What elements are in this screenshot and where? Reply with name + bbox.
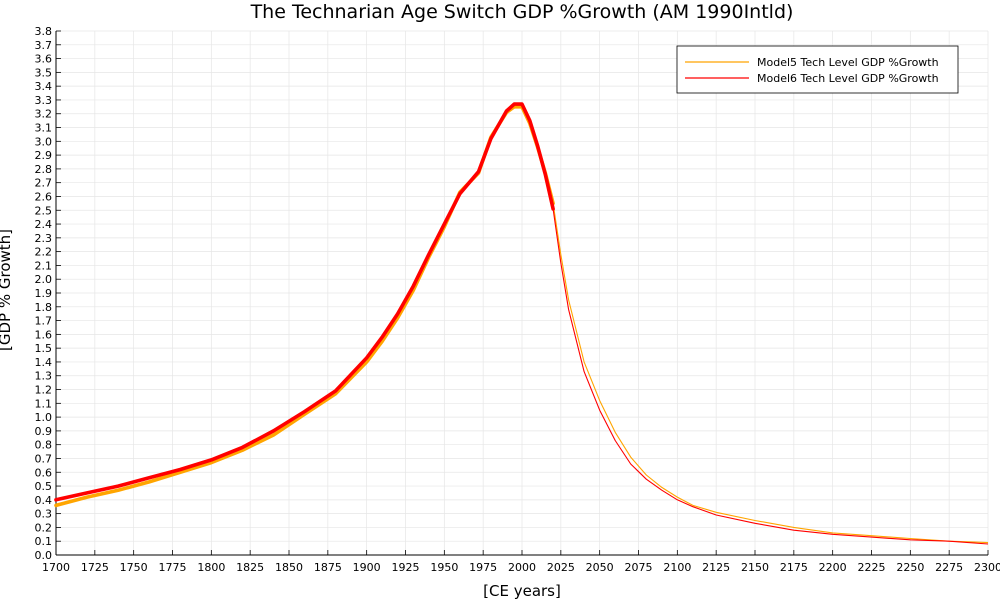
- y-tick-label: 2.4: [35, 218, 53, 231]
- y-tick-label: 1.3: [35, 370, 53, 383]
- y-tick-label: 0.7: [35, 452, 53, 465]
- x-tick-label: 1750: [120, 561, 148, 574]
- y-axis-ticks: 0.00.10.20.30.40.50.60.70.80.91.01.11.21…: [35, 25, 61, 562]
- x-axis-label: [CE years]: [483, 582, 561, 600]
- x-tick-label: 1850: [275, 561, 303, 574]
- legend-label-2: Model6 Tech Level GDP %Growth: [757, 72, 939, 85]
- x-tick-label: 1825: [236, 561, 264, 574]
- y-tick-label: 0.5: [35, 480, 53, 493]
- y-tick-label: 3.0: [35, 135, 53, 148]
- x-tick-label: 2275: [935, 561, 963, 574]
- y-tick-label: 3.2: [35, 108, 53, 121]
- x-tick-label: 2100: [663, 561, 691, 574]
- x-tick-label: 1700: [42, 561, 70, 574]
- y-tick-label: 0.1: [35, 535, 53, 548]
- x-tick-label: 2250: [896, 561, 924, 574]
- y-tick-label: 0.2: [35, 521, 53, 534]
- legend-box: [676, 45, 959, 94]
- y-tick-label: 1.8: [35, 301, 53, 314]
- y-tick-label: 1.0: [35, 411, 53, 424]
- legend-label-1: Model5 Tech Level GDP %Growth: [757, 56, 939, 69]
- x-tick-label: 2050: [586, 561, 614, 574]
- x-tick-label: 2075: [625, 561, 653, 574]
- y-tick-label: 1.4: [35, 356, 53, 369]
- y-tick-label: 2.8: [35, 163, 53, 176]
- y-tick-label: 1.5: [35, 342, 53, 355]
- y-tick-label: 2.2: [35, 246, 53, 259]
- y-tick-label: 3.1: [35, 122, 53, 135]
- x-tick-label: 2125: [702, 561, 730, 574]
- y-tick-label: 3.7: [35, 39, 53, 52]
- y-tick-label: 3.6: [35, 53, 53, 66]
- y-tick-label: 3.3: [35, 94, 53, 107]
- y-tick-label: 1.6: [35, 328, 53, 341]
- y-tick-label: 2.7: [35, 177, 53, 190]
- y-tick-label: 2.5: [35, 204, 53, 217]
- x-tick-label: 2200: [819, 561, 847, 574]
- x-tick-label: 1925: [392, 561, 420, 574]
- y-tick-label: 2.0: [35, 273, 53, 286]
- y-tick-label: 1.9: [35, 287, 53, 300]
- x-tick-label: 1775: [159, 561, 187, 574]
- legend: Model5 Tech Level GDP %Growth Model6 Tech…: [676, 45, 959, 94]
- y-tick-label: 1.7: [35, 315, 53, 328]
- x-tick-label: 1900: [353, 561, 381, 574]
- x-tick-label: 1875: [314, 561, 342, 574]
- x-tick-label: 1800: [197, 561, 225, 574]
- x-tick-label: 2300: [974, 561, 1000, 574]
- y-tick-label: 2.3: [35, 232, 53, 245]
- y-tick-label: 2.9: [35, 149, 53, 162]
- y-tick-label: 0.0: [35, 549, 53, 562]
- x-tick-label: 2025: [547, 561, 575, 574]
- x-tick-label: 2225: [858, 561, 886, 574]
- y-tick-label: 0.6: [35, 466, 53, 479]
- x-axis-ticks: 1700 1725 1750 1775 1800 1825 1850 1875 1900 1925…: [42, 550, 1000, 574]
- series-line-1-history: [54, 105, 555, 508]
- chart-title: The Technarian Age Switch GDP %Growth (A…: [250, 1, 794, 23]
- y-tick-label: 0.9: [35, 425, 53, 438]
- series-lines: [54, 102, 989, 545]
- y-tick-label: 0.3: [35, 508, 53, 521]
- y-tick-label: 1.1: [35, 397, 53, 410]
- x-tick-label: 2175: [780, 561, 808, 574]
- x-tick-label: 1975: [469, 561, 497, 574]
- y-tick-label: 1.2: [35, 384, 53, 397]
- series-line-2-history: [54, 102, 555, 502]
- y-tick-label: 2.6: [35, 190, 53, 203]
- y-tick-label: 3.5: [35, 66, 53, 79]
- x-tick-label: 2150: [741, 561, 769, 574]
- grid: [55, 30, 989, 556]
- y-tick-label: 3.8: [35, 25, 53, 38]
- y-tick-label: 0.4: [35, 494, 53, 507]
- y-axis-label: [GDP % Growth]: [0, 229, 14, 351]
- x-tick-label: 1950: [430, 561, 458, 574]
- x-tick-label: 1725: [81, 561, 109, 574]
- y-tick-label: 0.8: [35, 439, 53, 452]
- x-tick-label: 2000: [508, 561, 536, 574]
- y-tick-label: 3.4: [35, 80, 53, 93]
- y-tick-label: 2.1: [35, 259, 53, 272]
